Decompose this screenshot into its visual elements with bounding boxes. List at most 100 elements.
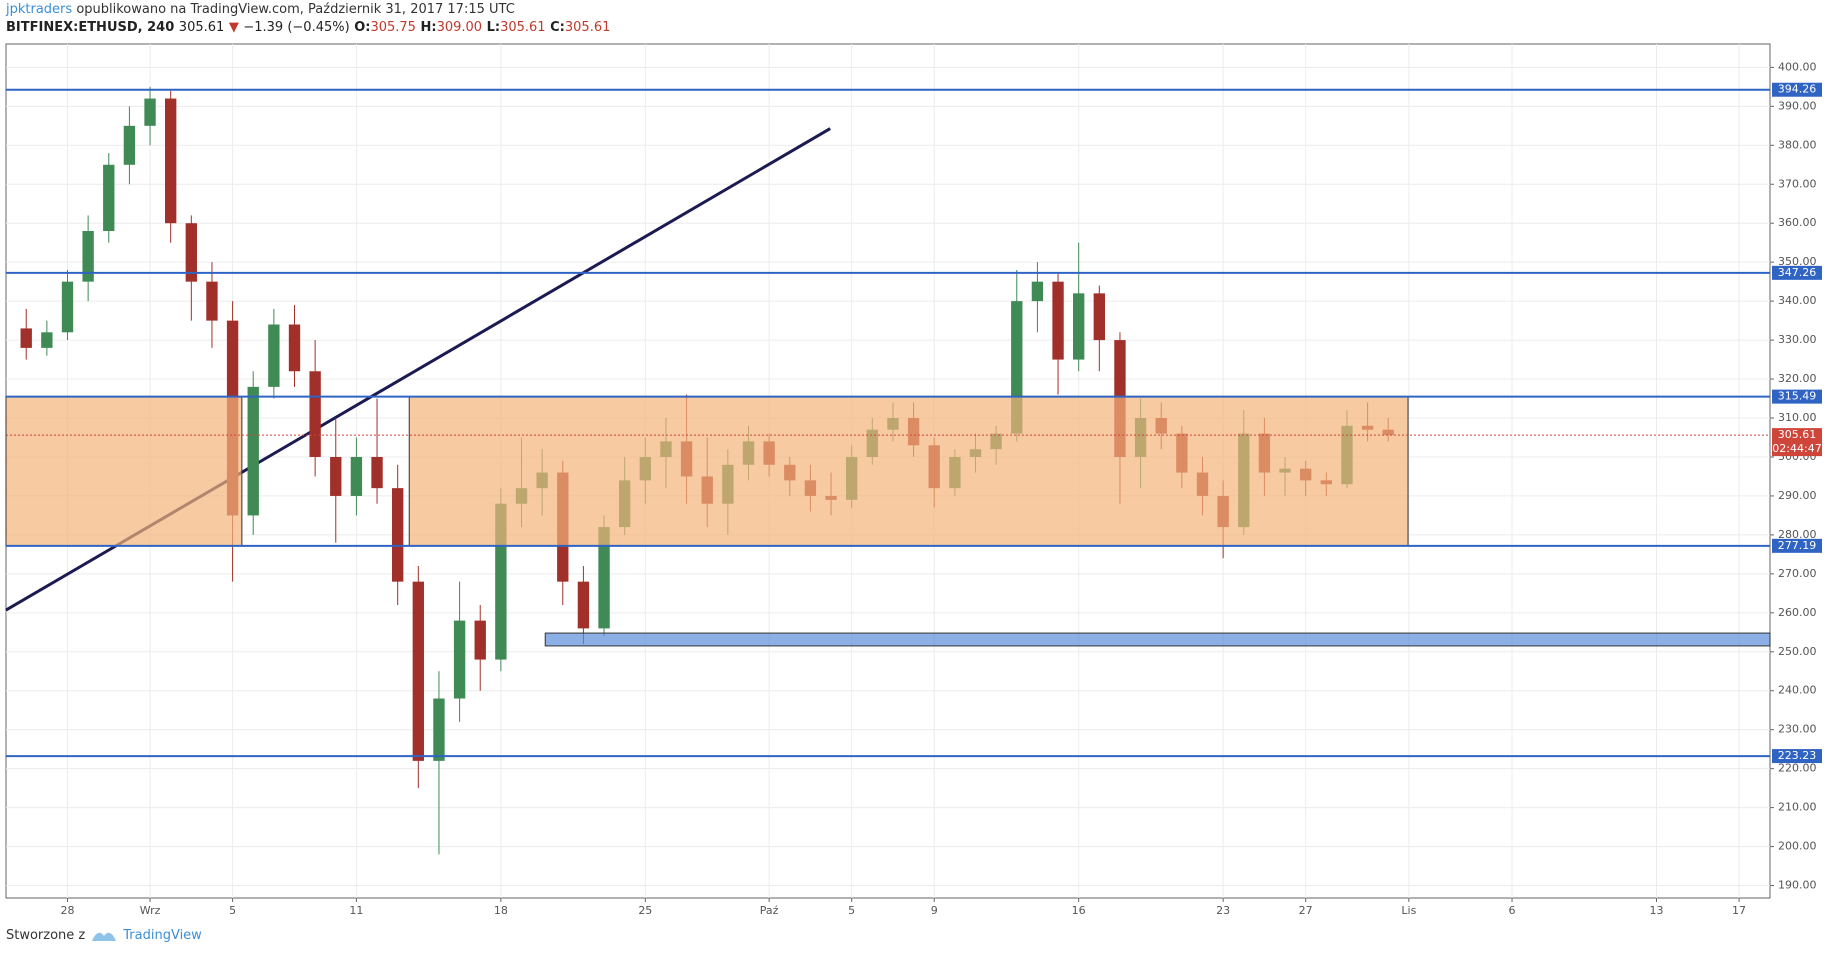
logo <box>92 932 117 941</box>
arrow: ▼ <box>228 20 239 35</box>
close: 305.61 <box>564 20 611 35</box>
candle-body <box>453 620 466 699</box>
x-tick-label: 13 <box>1649 904 1663 917</box>
x-tick-label: 17 <box>1732 904 1746 917</box>
change: −1.39 (−0.45%) <box>243 20 350 35</box>
candle-body <box>41 332 53 348</box>
x-tick-label: 16 <box>1072 904 1086 917</box>
symbol-line: BITFINEX:ETHUSD, 240 305.61 ▼ −1.39 (−0.… <box>6 20 610 35</box>
x-tick-label: 25 <box>638 904 652 917</box>
close-label: C: <box>550 20 565 35</box>
author[interactable]: jpktraders <box>6 2 73 17</box>
x-tick-label: 5 <box>848 904 855 917</box>
level-label-box <box>1772 538 1822 553</box>
y-tick-label: 280.00 <box>1778 528 1817 541</box>
high-label: H: <box>420 20 437 35</box>
zone <box>5 396 243 547</box>
x-tick-label: Lis <box>1401 904 1416 917</box>
x-tick-label: Paź <box>760 904 779 917</box>
candle-body <box>598 527 610 629</box>
last-price-box <box>1772 428 1822 457</box>
y-tick-label: 240.00 <box>1778 684 1817 697</box>
plot-area <box>5 44 1771 898</box>
candle-body <box>185 223 197 282</box>
y-tick-label: 230.00 <box>1778 723 1817 736</box>
candle-body <box>577 581 590 629</box>
low: 305.61 <box>500 20 546 35</box>
candle-body <box>247 386 259 516</box>
level-label-box <box>1772 82 1822 97</box>
zone <box>408 396 1409 547</box>
candle-body <box>288 324 301 372</box>
candle-body <box>1011 301 1023 434</box>
candle-body <box>330 456 342 496</box>
y-tick-label: 330.00 <box>1778 333 1817 346</box>
footer-brand[interactable]: TradingView <box>123 928 202 943</box>
x-tick-label: 11 <box>349 904 363 917</box>
low-label: L: <box>486 20 501 35</box>
level-label-box <box>1772 265 1822 280</box>
level-label-box <box>1772 749 1822 764</box>
published: opublikowano na TradingView.com, Paździe… <box>76 2 515 17</box>
y-tick-label: 310.00 <box>1778 411 1817 424</box>
level-label: 394.26 <box>1778 83 1817 96</box>
open: 305.75 <box>370 20 416 35</box>
last: 305.61 <box>178 20 225 35</box>
footer: Stworzone z TradingView <box>6 928 202 943</box>
level-label: 223.23 <box>1778 749 1817 762</box>
x-tick-label: 27 <box>1299 904 1313 917</box>
y-tick-label: 210.00 <box>1778 801 1817 814</box>
footer-text: Stworzone z <box>6 928 86 943</box>
candle-body <box>103 164 115 232</box>
candle-body <box>495 503 507 660</box>
y-tick-label: 220.00 <box>1778 762 1817 775</box>
candle-body <box>82 231 94 282</box>
y-tick-label: 400.00 <box>1778 60 1817 73</box>
y-tick-label: 260.00 <box>1778 606 1817 619</box>
y-tick-label: 380.00 <box>1778 138 1817 151</box>
symbol: BITFINEX:ETHUSD, 240 <box>6 20 175 35</box>
y-tick-label: 190.00 <box>1778 879 1817 892</box>
candle-body <box>350 456 363 496</box>
candle-body <box>206 281 218 321</box>
candle-body <box>165 98 177 224</box>
last-price-label: 305.61 <box>1778 428 1817 441</box>
candle-body <box>61 281 74 333</box>
level-label: 277.19 <box>1778 539 1817 552</box>
candle-body <box>1073 293 1085 360</box>
y-tick-label: 340.00 <box>1778 294 1817 307</box>
y-tick-label: 370.00 <box>1778 177 1817 190</box>
x-tick-label: 18 <box>494 904 508 917</box>
x-tick-label: 28 <box>60 904 74 917</box>
y-tick-label: 390.00 <box>1778 99 1817 112</box>
high: 309.00 <box>436 20 483 35</box>
header-line: jpktraders opublikowano na TradingView.c… <box>6 2 515 17</box>
zone <box>544 632 1771 647</box>
candle-body <box>144 98 156 126</box>
y-tick-label: 290.00 <box>1778 489 1817 502</box>
candle-body <box>474 620 486 660</box>
level-label: 315.49 <box>1778 390 1817 403</box>
candle-body <box>1093 293 1105 341</box>
level-label: 347.26 <box>1778 266 1817 279</box>
candle-body <box>433 698 445 761</box>
candle-body <box>412 581 424 761</box>
candle-body <box>1031 281 1044 302</box>
x-tick-label: Wrz <box>140 904 161 917</box>
level-label-box <box>1772 389 1822 404</box>
chart: 190.00 200.00 210.00 220.00 230.00 240.00 250.… <box>5 43 1822 917</box>
countdown: 02:44:47 <box>1772 442 1821 455</box>
candle-body <box>309 371 321 457</box>
x-tick-label: 23 <box>1216 904 1230 917</box>
candle-body <box>392 488 404 582</box>
x-tick-label: 5 <box>229 904 236 917</box>
candle-body <box>371 456 383 489</box>
candle-body <box>268 324 280 387</box>
y-tick-label: 320.00 <box>1778 372 1817 385</box>
x-tick-label: 6 <box>1509 904 1516 917</box>
candle-body <box>123 125 136 165</box>
candle-body <box>20 328 32 348</box>
y-tick-label: 270.00 <box>1778 567 1817 580</box>
candle-body <box>1052 281 1064 360</box>
